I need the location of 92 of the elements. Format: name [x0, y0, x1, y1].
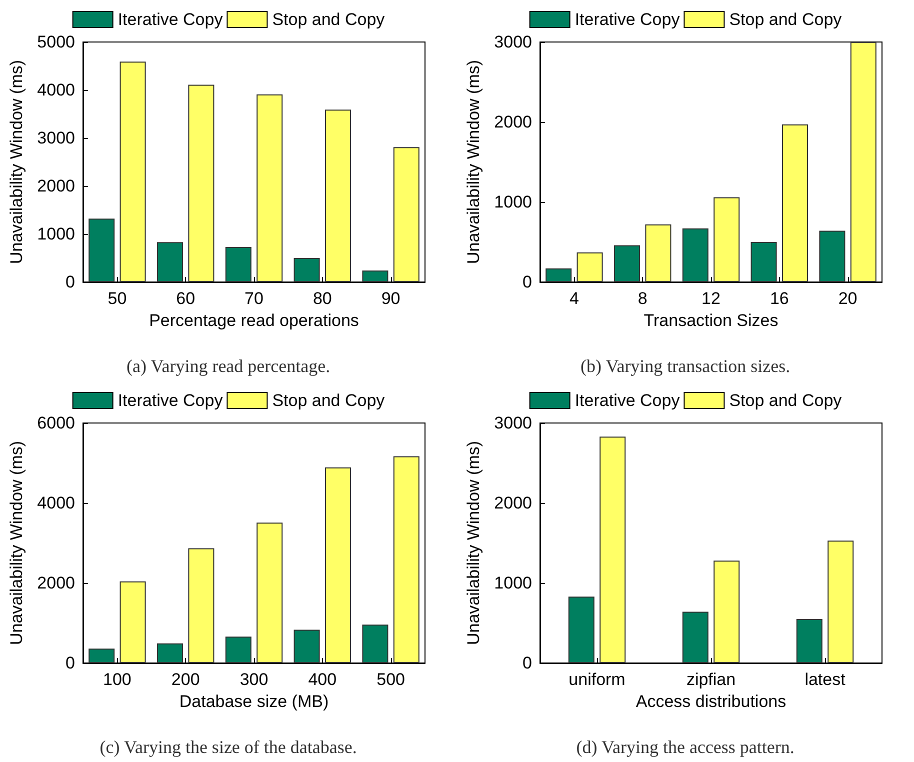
bar	[614, 245, 640, 282]
y-axis-title: Unavailability Window (ms)	[7, 60, 26, 264]
legend-label: Iterative Copy	[574, 10, 680, 29]
bar	[188, 84, 214, 282]
bar	[393, 456, 420, 663]
bar	[568, 596, 594, 663]
bar	[714, 560, 740, 663]
bar	[600, 436, 626, 663]
y-tick-label: 2000	[37, 574, 75, 592]
y-tick-label: 6000	[37, 414, 75, 432]
x-tick-label: 500	[376, 670, 405, 689]
legend-label: Iterative Copy	[118, 391, 224, 410]
bar	[828, 540, 854, 663]
y-tick-label: 0	[66, 654, 75, 672]
x-tick-label: 12	[702, 289, 720, 308]
x-tick-label: 400	[308, 670, 337, 689]
bar	[682, 228, 708, 282]
y-axis-title: Unavailability Window (ms)	[464, 440, 483, 646]
bar	[225, 636, 252, 663]
x-tick-label: 16	[770, 289, 789, 308]
y-axis-title: Unavailability Window (ms)	[464, 60, 483, 264]
x-tick-label: 60	[176, 289, 196, 308]
bar	[393, 147, 420, 282]
legend-label: Iterative Copy	[574, 391, 680, 410]
x-tick-label: 8	[638, 289, 648, 308]
bar	[256, 522, 283, 663]
bar	[157, 643, 183, 663]
bar	[294, 258, 320, 282]
legend-label: Stop and Copy	[729, 10, 842, 29]
y-tick-label: 0	[522, 654, 532, 672]
text: (a) Varying read percentage.	[126, 356, 330, 376]
x-axis-title: Transaction Sizes	[644, 310, 778, 330]
x-tick-label: 4	[569, 289, 579, 308]
y-tick-label: 1000	[37, 224, 75, 244]
y-axis-title: Unavailability Window (ms)	[7, 440, 26, 646]
x-tick-label: 200	[171, 670, 200, 689]
y-tick-label: 3000	[494, 32, 532, 52]
bar	[682, 612, 708, 663]
text: (b) Varying transaction sizes.	[580, 356, 790, 376]
bar	[796, 619, 822, 663]
bar	[325, 467, 351, 663]
x-tick-label: 50	[108, 289, 127, 308]
x-tick-label: 100	[103, 670, 132, 689]
legend-label: Iterative Copy	[118, 10, 224, 29]
bar	[88, 648, 115, 663]
x-tick-label: 90	[381, 289, 400, 308]
y-tick-label: 4000	[37, 80, 75, 100]
x-tick-label: latest	[804, 670, 846, 689]
bar	[120, 62, 146, 282]
y-tick-label: 4000	[37, 494, 75, 512]
x-tick-label: zipfian	[686, 670, 736, 689]
x-axis-title: Access distributions	[636, 692, 786, 711]
bar	[714, 197, 740, 282]
y-tick-label: 1000	[494, 192, 532, 212]
legend-label: Stop and Copy	[272, 391, 386, 410]
x-tick-label: 70	[244, 289, 264, 308]
bar	[362, 624, 388, 663]
legend-label: Stop and Copy	[272, 10, 386, 29]
y-tick-label: 1000	[494, 574, 532, 592]
y-tick-label: 3000	[37, 128, 75, 148]
x-axis-title: Database size (MB)	[179, 692, 329, 711]
y-tick-label: 0	[522, 272, 532, 292]
y-tick-label: 5000	[37, 32, 75, 52]
bar	[750, 242, 777, 282]
x-tick-label: 300	[240, 670, 268, 689]
bar	[120, 581, 146, 663]
bar	[256, 94, 283, 282]
bar	[225, 246, 252, 282]
x-axis-title: Percentage read operations	[149, 310, 359, 330]
bar	[157, 242, 183, 282]
bar	[576, 252, 603, 282]
x-tick-label: uniform	[568, 670, 626, 689]
bar	[546, 268, 572, 282]
bar	[362, 270, 388, 282]
y-tick-label: 2000	[494, 112, 532, 132]
x-tick-label: 80	[312, 289, 332, 308]
bar	[645, 224, 672, 282]
y-tick-label: 0	[66, 272, 75, 292]
bar	[325, 110, 351, 282]
bar	[294, 630, 320, 663]
text: (d) Varying the access pattern.	[576, 737, 794, 757]
text: (c) Varying the size of the database.	[100, 737, 357, 757]
y-tick-label: 2000	[37, 176, 75, 196]
y-tick-label: 2000	[494, 494, 532, 512]
bar	[88, 218, 115, 282]
bar	[188, 548, 214, 663]
bar	[850, 42, 876, 282]
bar	[819, 230, 846, 282]
bar	[782, 124, 808, 282]
legend-label: Stop and Copy	[729, 391, 842, 410]
y-tick-label: 3000	[494, 414, 532, 432]
x-tick-label: 20	[838, 289, 858, 308]
